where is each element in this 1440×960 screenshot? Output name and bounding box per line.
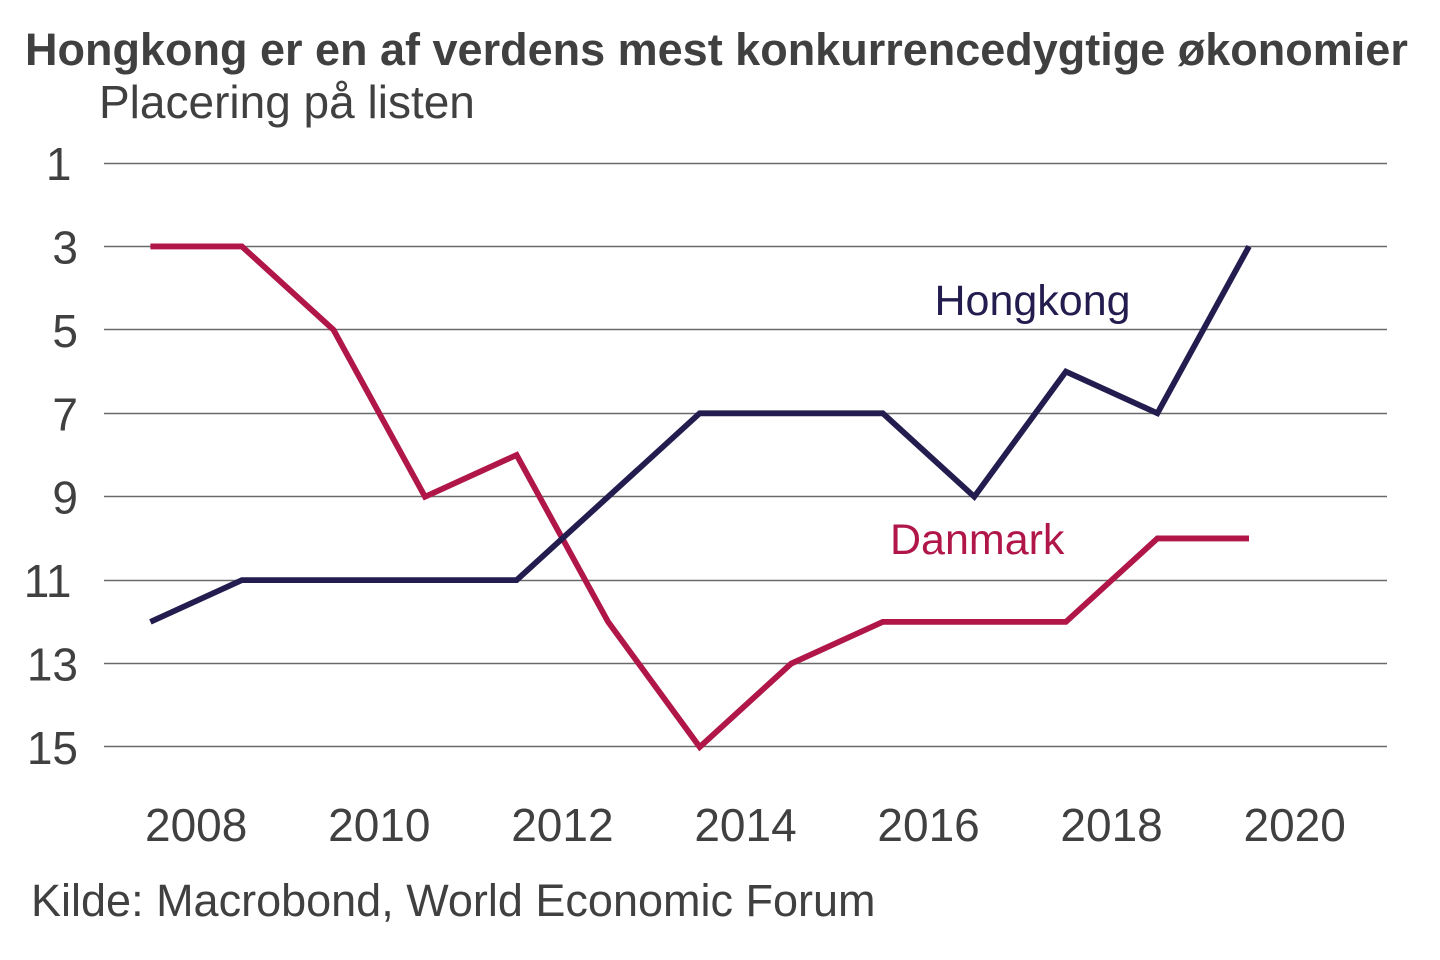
svg-text:15: 15: [27, 722, 78, 774]
svg-text:Placering på listen: Placering på listen: [99, 76, 475, 128]
svg-text:13: 13: [27, 639, 78, 691]
svg-text:11: 11: [24, 555, 72, 607]
svg-text:3: 3: [52, 221, 78, 273]
svg-text:5: 5: [52, 305, 78, 357]
svg-text:Hongkong: Hongkong: [935, 277, 1131, 325]
svg-text:2012: 2012: [511, 799, 613, 851]
svg-text:Hongkong er en af verdens mest: Hongkong er en af verdens mest konkurren…: [25, 24, 1408, 75]
svg-text:2016: 2016: [877, 799, 979, 851]
svg-text:9: 9: [52, 472, 78, 524]
svg-text:2018: 2018: [1060, 799, 1162, 851]
svg-text:Kilde: Macrobond, World Econom: Kilde: Macrobond, World Economic Forum: [31, 875, 876, 926]
svg-text:7: 7: [52, 388, 78, 440]
svg-text:2008: 2008: [145, 799, 247, 851]
svg-text:1: 1: [46, 138, 72, 190]
svg-text:2010: 2010: [328, 799, 430, 851]
svg-text:Danmark: Danmark: [890, 516, 1065, 564]
svg-text:2020: 2020: [1244, 799, 1346, 851]
svg-text:2014: 2014: [694, 799, 796, 851]
